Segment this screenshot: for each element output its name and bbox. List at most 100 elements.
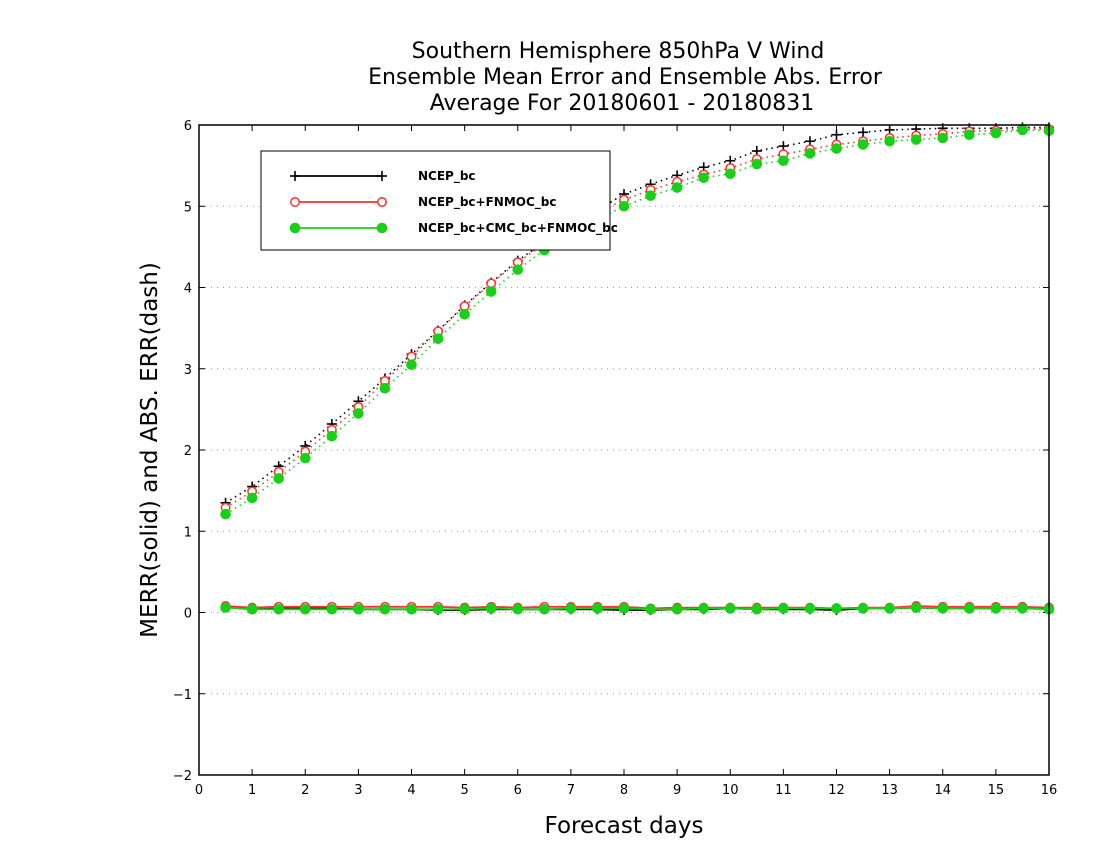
abs-err-point xyxy=(698,172,709,184)
y-axis-ticks: −2 −1 0 1 2 3 4 5 6 xyxy=(173,119,1049,784)
mean-err-point xyxy=(512,603,524,615)
abs-err-point xyxy=(273,473,284,484)
abs-err-point xyxy=(990,127,1002,139)
abs-err-point xyxy=(353,408,364,419)
mean-err-point xyxy=(618,603,630,614)
y-tick-label: 5 xyxy=(184,200,192,215)
x-axis-ticks: 0 1 2 3 4 5 6 7 8 9 10 11 12 13 14 15 16 xyxy=(195,125,1057,798)
y-tick-label: −2 xyxy=(173,769,192,784)
legend-entry: NCEP_bc xyxy=(290,169,476,184)
y-axis-label: MERR(solid) and ABS. ERR(dash) xyxy=(137,262,163,638)
chart-title-line-1: Southern Hemisphere 850hPa V Wind xyxy=(412,39,825,64)
chart-title-line-3: Average For 20180601 - 20180831 xyxy=(430,91,815,116)
abs-err-point xyxy=(724,168,736,180)
x-tick-label: 8 xyxy=(620,783,628,798)
abs-err-point xyxy=(858,127,869,138)
legend-entry: NCEP_bc+FNMOC_bc xyxy=(290,195,557,210)
mean-err-point xyxy=(299,603,311,615)
mean-err-point xyxy=(459,603,470,615)
mean-err-point xyxy=(804,603,816,614)
abs-err-point xyxy=(804,148,816,159)
abs-err-point xyxy=(406,359,417,370)
y-tick-label: 6 xyxy=(184,119,192,134)
mean-err-point xyxy=(273,603,284,615)
legend-marker xyxy=(377,197,387,207)
mean-err-point xyxy=(485,603,497,614)
mean-err-point xyxy=(724,603,736,614)
x-tick-label: 9 xyxy=(673,783,681,798)
x-tick-label: 10 xyxy=(722,783,739,798)
mean-err-point xyxy=(698,603,709,614)
legend-marker xyxy=(289,222,301,234)
legend-marker xyxy=(290,171,300,181)
abs-err-point xyxy=(459,309,470,320)
mean-err-point xyxy=(406,603,417,615)
mean-err-point xyxy=(592,603,603,614)
mean-err-point xyxy=(326,603,338,615)
abs-err-point xyxy=(299,452,311,464)
abs-err-point xyxy=(751,158,763,170)
x-tick-label: 4 xyxy=(407,783,415,798)
x-tick-label: 16 xyxy=(1041,783,1058,798)
mean-err-point xyxy=(645,603,656,615)
x-tick-label: 15 xyxy=(988,783,1005,798)
mean-err-point xyxy=(990,603,1002,614)
abs-err-point xyxy=(246,492,258,504)
mean-err-point xyxy=(432,603,444,615)
y-tick-label: 1 xyxy=(184,525,192,540)
mean-err-point xyxy=(565,603,577,614)
mean-err-point xyxy=(937,603,949,614)
mean-err-point xyxy=(751,603,763,615)
abs-err-point xyxy=(831,129,842,140)
legend-label: NCEP_bc+CMC_bc+FNMOC_bc xyxy=(418,221,618,236)
abs-err-point xyxy=(831,143,842,154)
abs-err-point xyxy=(326,430,338,442)
legend-label: NCEP_bc+FNMOC_bc xyxy=(418,195,557,210)
mean-err-point xyxy=(964,603,975,614)
plot-frame xyxy=(198,124,1050,776)
mean-err-point xyxy=(220,602,231,613)
abs-err-point xyxy=(964,129,975,141)
abs-err-point xyxy=(937,132,949,144)
legend-entry: NCEP_bc+CMC_bc+FNMOC_bc xyxy=(289,221,618,236)
x-tick-label: 12 xyxy=(828,783,845,798)
abs-err-point xyxy=(671,182,683,193)
y-tick-label: 3 xyxy=(184,363,192,378)
legend-box xyxy=(260,150,611,251)
y-tick-label: −1 xyxy=(173,688,192,703)
y-tick-label: 0 xyxy=(184,607,192,622)
x-tick-label: 11 xyxy=(775,783,792,798)
legend-marker xyxy=(376,222,388,234)
y-tick-label: 4 xyxy=(184,282,192,297)
mean-err-point xyxy=(379,603,391,615)
mean-err-point xyxy=(831,603,842,614)
mean-err-point xyxy=(857,603,869,614)
chart-title: Southern Hemisphere 850hPa V Wind Ensemb… xyxy=(368,39,883,116)
x-tick-label: 5 xyxy=(460,783,468,798)
mean-err-point xyxy=(884,603,895,614)
abs-err-point xyxy=(857,139,869,150)
x-tick-label: 3 xyxy=(354,783,362,798)
y-gridlines xyxy=(199,205,1049,695)
y-tick-label: 2 xyxy=(184,444,192,459)
abs-err-point xyxy=(432,333,444,344)
x-tick-label: 2 xyxy=(301,783,309,798)
mean-err-point xyxy=(246,603,258,615)
abs-err-point xyxy=(618,200,630,212)
legend-marker xyxy=(290,197,300,207)
legend: NCEP_bc NCEP_bc+FNMOC_bc NCEP_bc+CMC_bc+FN… xyxy=(260,150,618,251)
abs-err-point xyxy=(778,155,789,167)
x-tick-label: 13 xyxy=(881,783,898,798)
legend-marker xyxy=(377,171,387,181)
mean-err-point xyxy=(778,603,789,614)
abs-err-point xyxy=(884,135,895,147)
abs-err-point xyxy=(379,382,391,394)
x-axis-label: Forecast days xyxy=(545,813,704,839)
mean-err-point xyxy=(539,603,550,615)
x-tick-label: 0 xyxy=(195,783,203,798)
abs-err-point xyxy=(485,286,497,297)
abs-err-point xyxy=(1017,124,1028,136)
x-tick-label: 7 xyxy=(567,783,575,798)
mean-err-point xyxy=(1017,603,1028,614)
